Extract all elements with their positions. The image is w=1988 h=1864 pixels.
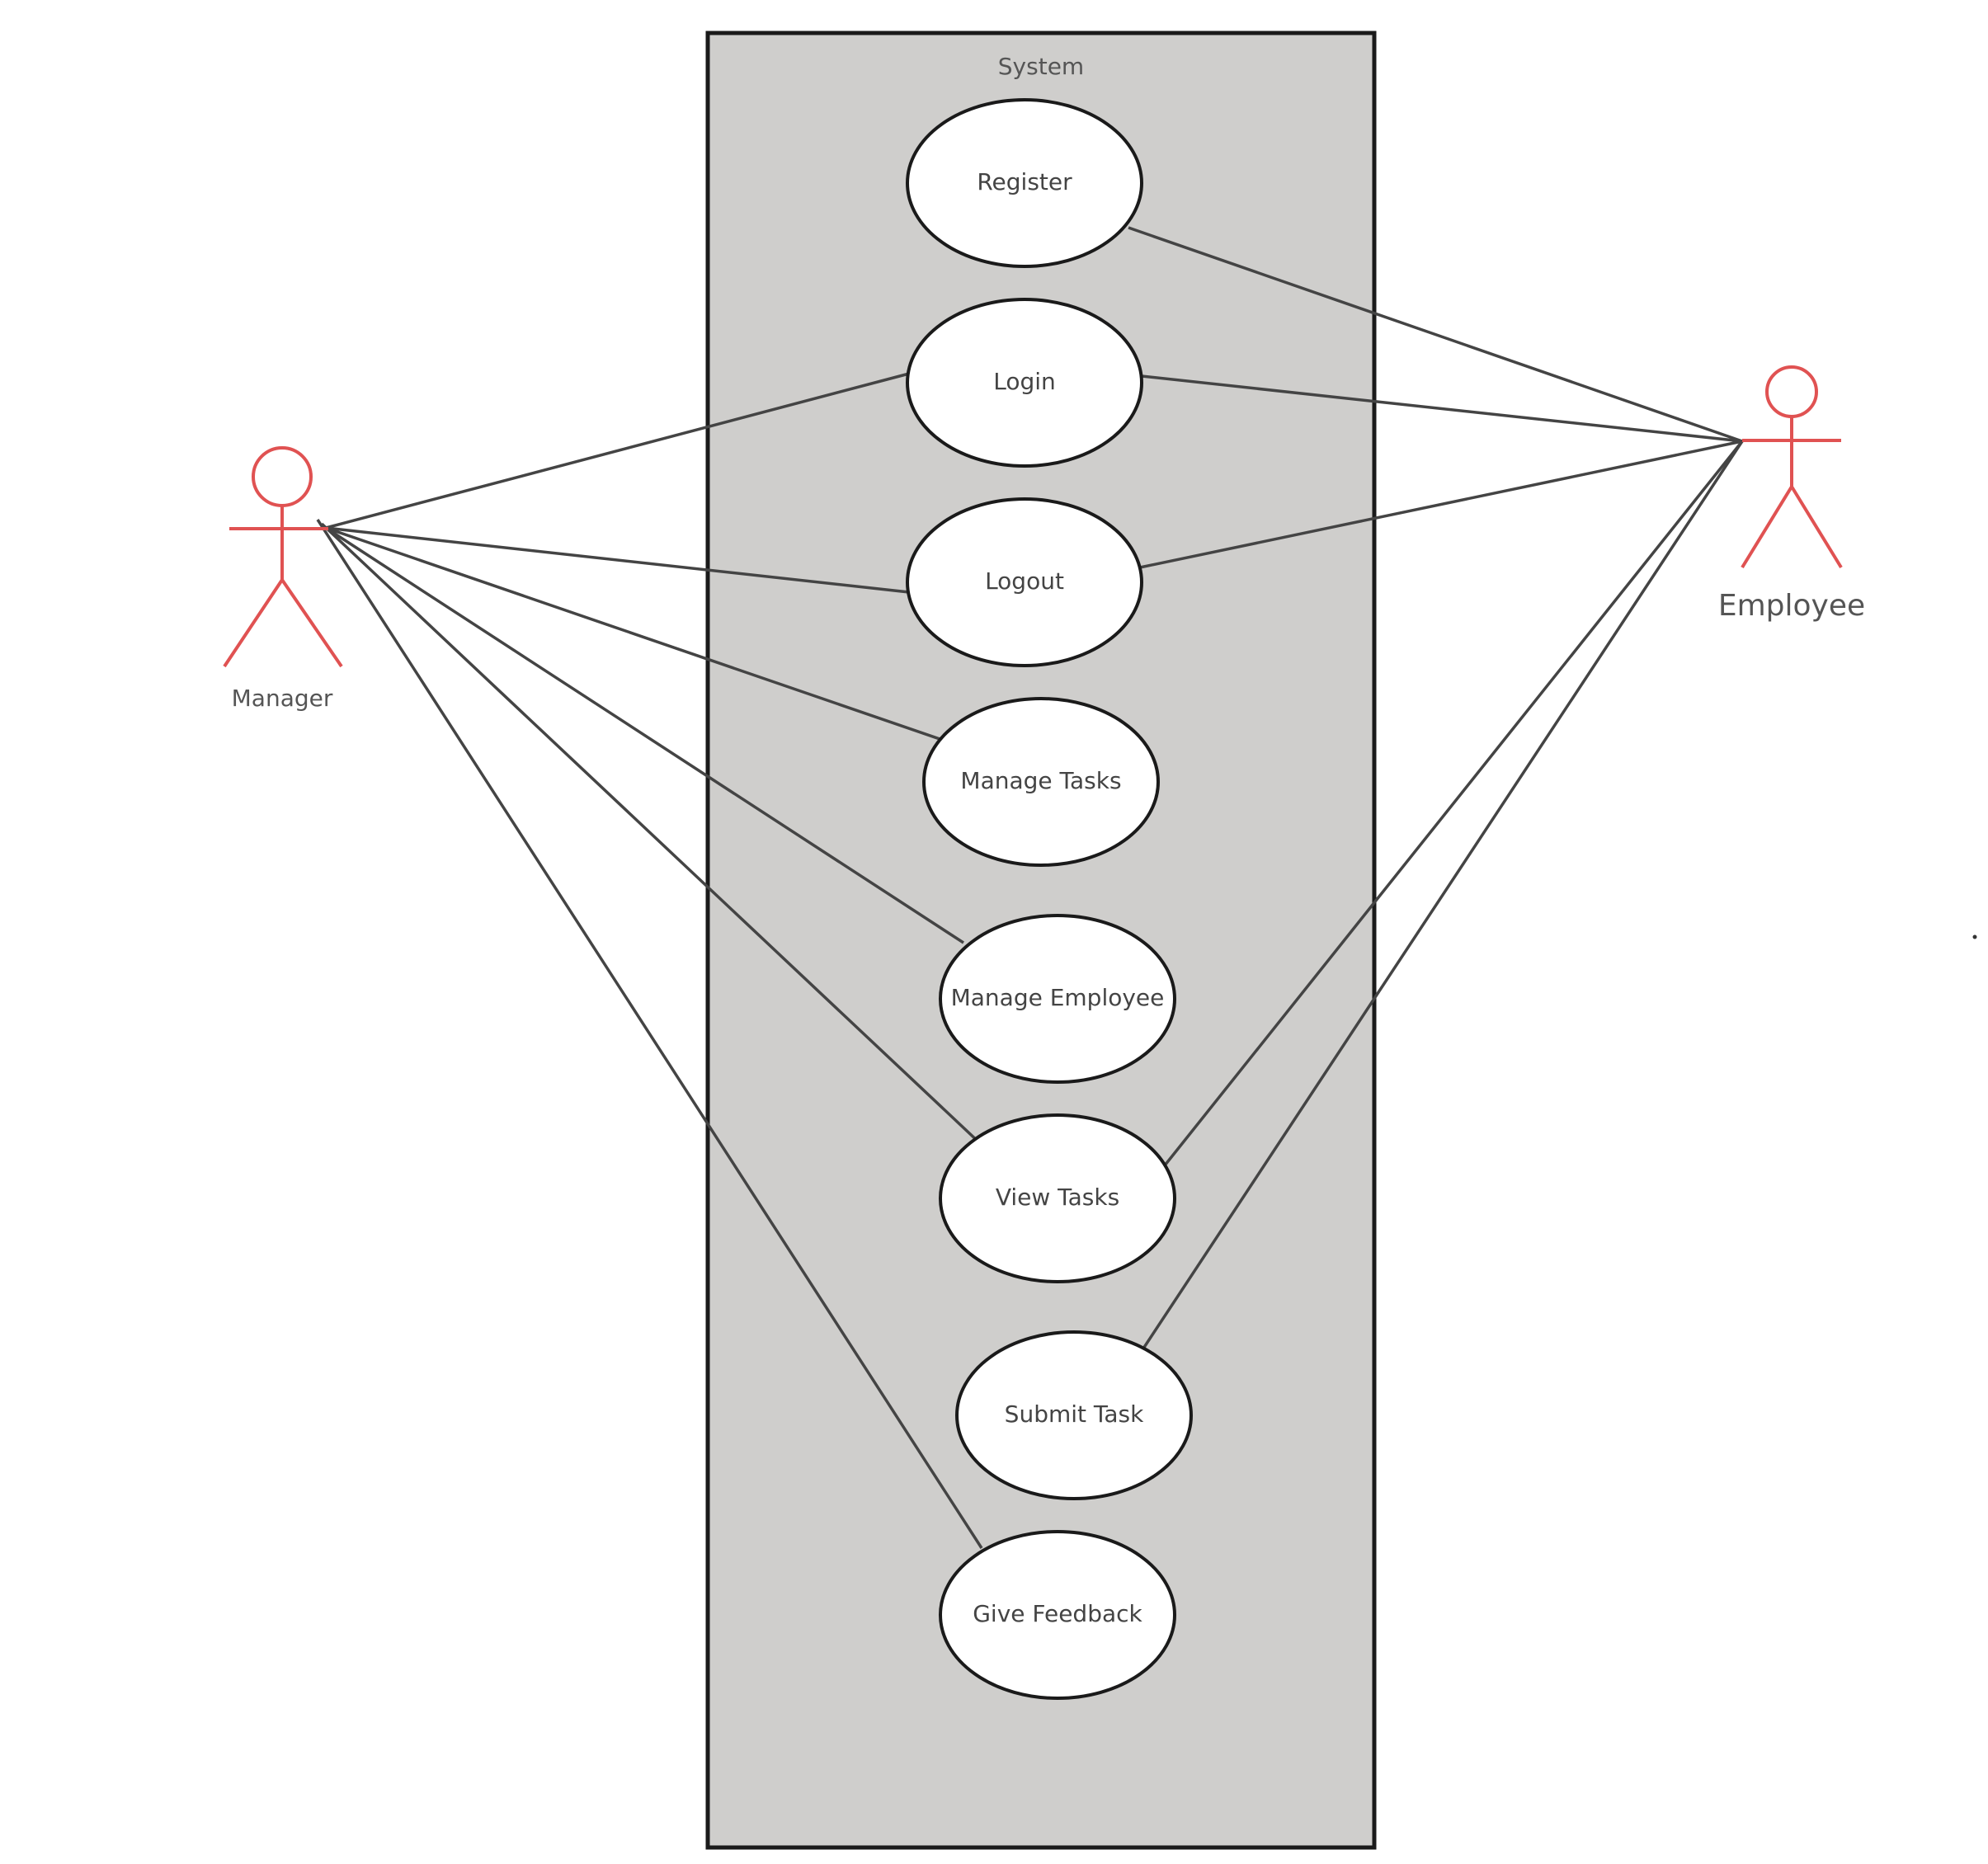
association-employee-submit-task	[1142, 440, 1744, 1349]
association-manager-view-tasks	[320, 522, 983, 1146]
actor-manager[interactable]: Manager	[223, 446, 343, 712]
use-case-manage-tasks-ellipse	[922, 697, 1160, 867]
use-case-give-feedback-label: Give Feedback	[973, 1600, 1142, 1627]
association-manager-give-feedback	[316, 519, 983, 1549]
actor-employee-head	[1765, 365, 1818, 418]
use-case-register[interactable]: Register	[906, 98, 1143, 268]
use-case-manage-tasks-label: Manage Tasks	[960, 767, 1121, 794]
use-case-register-label: Register	[977, 168, 1072, 195]
associations	[316, 226, 1744, 1549]
actor-employee-right-leg	[1790, 485, 1843, 569]
use-case-manage-tasks[interactable]: Manage Tasks	[922, 697, 1160, 867]
use-case-logout-label: Logout	[985, 567, 1064, 595]
use-case-manage-employee[interactable]: Manage Employee	[939, 914, 1176, 1084]
association-manager-login	[325, 372, 910, 530]
actor-employee[interactable]: Employee	[1718, 365, 1865, 623]
use-case-login-ellipse	[906, 298, 1143, 468]
association-manager-manage-tasks	[325, 526, 948, 743]
use-case-logout[interactable]: Logout	[906, 497, 1143, 667]
use-case-login-label: Login	[993, 368, 1056, 395]
use-case-view-tasks-label: View Tasks	[996, 1184, 1119, 1211]
actor-employee-label: Employee	[1718, 589, 1865, 623]
use-case-give-feedback-ellipse	[939, 1530, 1176, 1700]
use-case-submit-task-label: Submit Task	[1005, 1400, 1144, 1428]
actor-employee-left-leg	[1741, 485, 1793, 569]
association-employee-view-tasks	[1160, 440, 1744, 1171]
association-employee-logout	[1139, 440, 1743, 569]
association-manager-logout	[325, 526, 910, 594]
association-employee-login	[1141, 374, 1743, 443]
use-case-logout-ellipse	[906, 497, 1143, 667]
system-title: System	[998, 53, 1084, 80]
use-case-manage-employee-label: Manage Employee	[951, 984, 1165, 1011]
association-manager-manage-employee	[325, 526, 964, 944]
actor-manager-left-leg	[223, 578, 284, 668]
use-case-register-ellipse	[906, 98, 1143, 268]
actor-manager-right-leg	[280, 578, 343, 668]
stray-dot	[1972, 934, 1977, 939]
use-case-view-tasks[interactable]: View Tasks	[939, 1113, 1176, 1283]
use-case-view-tasks-ellipse	[939, 1113, 1176, 1283]
use-case-submit-task-ellipse	[955, 1330, 1193, 1500]
use-case-submit-task[interactable]: Submit Task	[955, 1330, 1193, 1500]
actor-manager-label: Manager	[232, 685, 333, 712]
use-case-manage-employee-ellipse	[939, 914, 1176, 1084]
use-case-give-feedback[interactable]: Give Feedback	[939, 1530, 1176, 1700]
association-employee-register	[1128, 226, 1743, 443]
actor-manager-head	[252, 446, 313, 507]
use-case-login[interactable]: Login	[906, 298, 1143, 468]
